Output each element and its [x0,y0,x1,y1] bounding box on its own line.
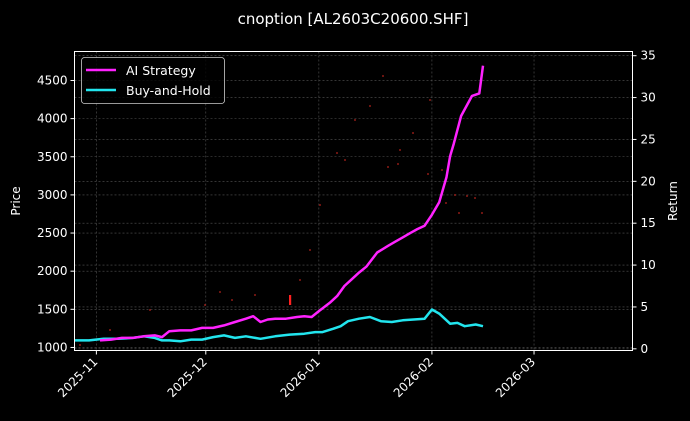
price-scatter-dots [79,75,483,346]
series-line-buy-and-hold [74,308,484,343]
left-tick-label: 2000 [37,264,68,278]
right-axis: 0 5 10 15 20 25 30 35 [632,49,656,356]
chart-title: cnoption [AL2603C20600.SHF] [238,10,469,28]
legend-label-buy-and-hold: Buy-and-Hold [126,83,211,98]
left-tick-label: 2500 [37,226,68,240]
legend-box [81,57,225,104]
plot-frame [74,51,633,351]
left-tick-label: 1500 [37,302,68,316]
legend-label-ai-strategy: AI Strategy [126,63,196,78]
left-tick-label: 3000 [37,188,68,202]
left-tick-label: 4500 [37,73,68,87]
left-axis-label: Price [9,186,23,215]
left-tick-label: 1000 [37,340,68,354]
legend: AI Strategy Buy-and-Hold [81,57,225,104]
right-tick-label: 5 [641,300,649,314]
right-tick-label: 0 [641,342,649,356]
left-tick-label: 4000 [37,112,68,126]
series-layer [74,65,485,343]
signal-marker [289,295,292,305]
right-tick-label: 25 [641,132,656,146]
right-tick-label: 30 [641,91,656,105]
right-tick-label: 20 [641,174,656,188]
right-axis-label: Return [666,181,680,221]
left-tick-label: 3500 [37,150,68,164]
series-line-ai-strategy [99,65,485,342]
right-tick-label: 10 [641,258,656,272]
right-tick-label: 15 [641,216,656,230]
right-tick-label: 35 [641,49,656,63]
left-axis: 1000 1500 2000 2500 3000 3500 4000 4500 [37,73,75,354]
